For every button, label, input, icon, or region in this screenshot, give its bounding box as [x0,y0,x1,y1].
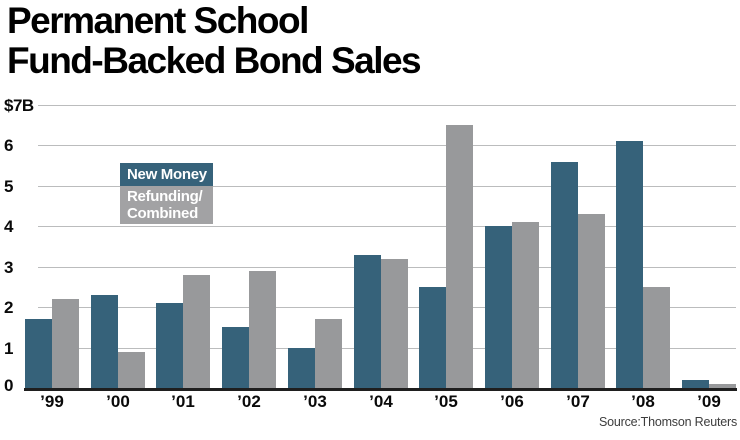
x-tick-label-05: ’05 [434,392,458,411]
bar-new-money-09 [682,380,709,388]
chart-title-line2: Fund-Backed Bond Sales [7,40,422,81]
bar-new-money-03 [288,348,315,388]
source-attribution: Source:Thomson Reuters [598,415,737,429]
gridline-4 [38,226,736,227]
y-tick-label-3: 3 [4,258,13,277]
y-tick-label-4: 4 [4,217,13,236]
x-tick-label-08: ’08 [631,392,655,411]
y-tick-label-0: 0 [4,376,13,395]
bar-refunding-99 [52,299,79,388]
legend-item-new-money: New Money [120,163,213,186]
bar-new-money-07 [551,162,578,388]
chart-title-line1: Permanent School [7,0,309,41]
legend-refunding-label-line2: Combined [127,205,198,222]
bar-new-money-99 [25,319,52,388]
x-tick-label-07: ’07 [566,392,590,411]
legend-refunding-label-line1: Refunding/ [127,188,203,205]
bar-new-money-02 [222,327,249,388]
bar-refunding-02 [249,271,276,388]
bar-new-money-06 [485,226,512,388]
legend-item-refunding-combined: Refunding/ Combined [120,186,213,224]
bar-refunding-01 [183,275,210,388]
bar-new-money-04 [354,255,381,388]
y-tick-label-2: 2 [4,298,13,317]
x-tick-label-01: ’01 [171,392,195,411]
x-tick-label-02: ’02 [237,392,261,411]
bar-refunding-04 [381,259,408,388]
gridline-6 [38,145,736,146]
bar-refunding-00 [118,352,145,388]
bar-refunding-06 [512,222,539,388]
chart-title: Permanent School Fund-Backed Bond Sales [7,0,422,81]
bar-refunding-05 [446,125,473,388]
bar-refunding-08 [643,287,670,388]
y-tick-label-5: 5 [4,177,13,196]
chart-legend: New Money Refunding/ Combined [120,163,213,224]
bar-refunding-03 [315,319,342,388]
x-tick-label-03: ’03 [303,392,327,411]
bar-refunding-09 [709,384,736,388]
x-tick-label-09: ’09 [697,392,721,411]
y-tick-label-7b: $7B [4,96,34,115]
x-tick-label-00: ’00 [106,392,130,411]
x-axis-baseline [24,388,737,391]
x-tick-label-06: ’06 [500,392,524,411]
x-tick-label-99: ’99 [40,392,64,411]
bar-new-money-01 [156,303,183,388]
legend-new-money-label: New Money [127,166,207,183]
y-tick-label-6: 6 [4,136,13,155]
gridline-5 [38,186,736,187]
bar-new-money-00 [91,295,118,388]
bar-refunding-07 [578,214,605,388]
bar-new-money-05 [419,287,446,388]
gridline-7 [38,105,736,106]
x-tick-label-04: ’04 [369,392,393,411]
bar-new-money-08 [616,141,643,388]
y-tick-label-1: 1 [4,339,13,358]
